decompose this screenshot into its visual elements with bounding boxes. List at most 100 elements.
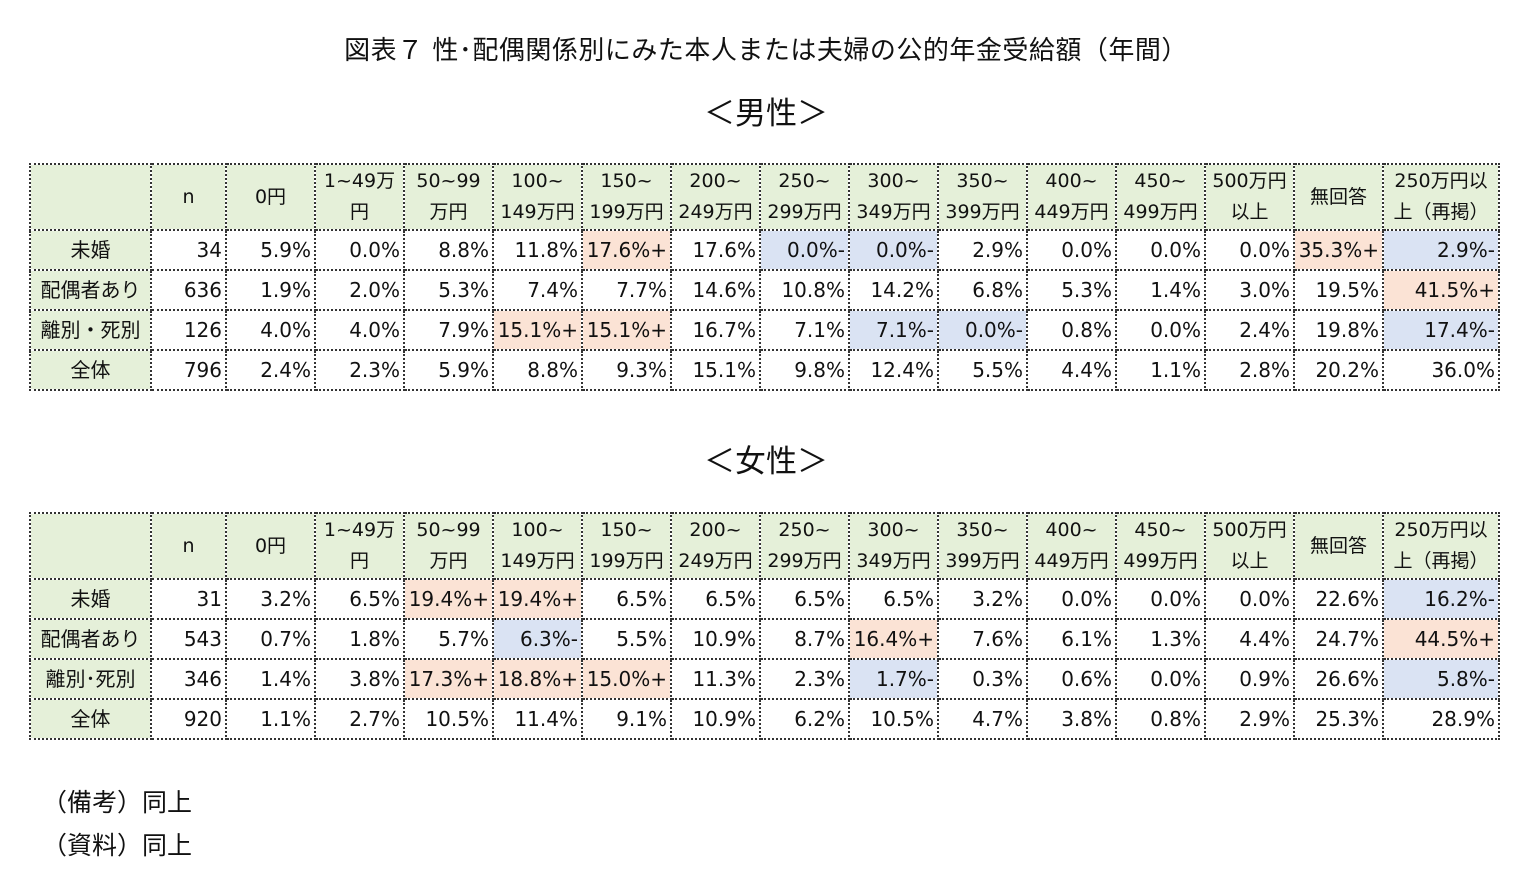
column-header-line: 500万円 xyxy=(1212,170,1287,192)
column-header: 250~ 299万円 xyxy=(759,163,850,231)
table-cell: 31 xyxy=(150,578,227,620)
table-row: 全体 920 1.1% 2.7% 10.5% 11.4% 9.1% 10.9% 6.2% 10.5… xyxy=(29,698,1500,740)
column-header: 250万円以 上（再掲） xyxy=(1382,512,1500,580)
table-cell: 2.3% xyxy=(759,658,850,700)
table-cell: 0.0% xyxy=(1026,229,1117,271)
table-cell: 14.2% xyxy=(848,269,939,311)
column-header-line: n xyxy=(182,185,195,208)
table-cell: 24.7% xyxy=(1293,618,1384,660)
table-cell: 0.9% xyxy=(1204,658,1295,700)
table-row: 未婚 34 5.9% 0.0% 8.8% 11.8% 17.6%+ 17.6% 0.0%- 0.0… xyxy=(29,229,1500,271)
table-cell: 5.3% xyxy=(403,269,494,311)
column-header: 450~ 499万円 xyxy=(1115,163,1206,231)
table-cell: 36.0% xyxy=(1382,349,1500,391)
table-cell: 4.0% xyxy=(225,309,316,351)
table-cell: 17.6% xyxy=(670,229,761,271)
column-header-line: 0円 xyxy=(254,534,287,557)
table-row: 未婚 31 3.2% 6.5% 19.4%+ 19.4%+ 6.5% 6.5% 6.5% 6.5%… xyxy=(29,578,1500,620)
table-body: 未婚 31 3.2% 6.5% 19.4%+ 19.4%+ 6.5% 6.5% 6.5% 6.5%… xyxy=(29,578,1500,740)
column-header: 200~ 249万円 xyxy=(670,512,761,580)
table-cell: 0.0% xyxy=(1204,229,1295,271)
column-header-line: 300~ xyxy=(867,519,920,541)
table-cell: 7.6% xyxy=(937,618,1028,660)
table-cell: 10.8% xyxy=(759,269,850,311)
row-label: 配偶者あり xyxy=(29,618,152,660)
column-header-line: 100~ xyxy=(511,170,564,192)
row-label: 離別・死別 xyxy=(29,309,152,351)
table-cell: 19.4%+ xyxy=(403,578,494,620)
table-cell: 0.0% xyxy=(1115,309,1206,351)
column-header-line: 349万円 xyxy=(856,201,931,223)
row-label: 未婚 xyxy=(29,578,152,620)
table-cell: 9.8% xyxy=(759,349,850,391)
table-cell: 1.3% xyxy=(1115,618,1206,660)
column-header-line: 400~ xyxy=(1045,519,1098,541)
table-cell: 16.2%- xyxy=(1382,578,1500,620)
column-header: 0円 xyxy=(225,512,316,580)
column-header-line: 150~ xyxy=(600,170,653,192)
column-header: 50~99 万円 xyxy=(403,512,494,580)
table-cell: 16.7% xyxy=(670,309,761,351)
column-header-line: 350~ xyxy=(956,519,1009,541)
column-header-line: 上（再掲） xyxy=(1393,550,1489,572)
table-cell: 636 xyxy=(150,269,227,311)
column-header-line: 円 xyxy=(349,550,369,572)
table-cell: 20.2% xyxy=(1293,349,1384,391)
column-header: 250万円以 上（再掲） xyxy=(1382,163,1500,231)
table-cell: 16.4%+ xyxy=(848,618,939,660)
column-header-line: 499万円 xyxy=(1123,201,1198,223)
table-cell: 0.0%- xyxy=(848,229,939,271)
table-cell: 543 xyxy=(150,618,227,660)
column-header-line: 149万円 xyxy=(500,550,575,572)
table-cell: 11.3% xyxy=(670,658,761,700)
table-cell: 26.6% xyxy=(1293,658,1384,700)
table-cell: 796 xyxy=(150,349,227,391)
table-cell: 7.9% xyxy=(403,309,494,351)
table-cell: 7.1%- xyxy=(848,309,939,351)
table-cell: 10.9% xyxy=(670,618,761,660)
column-header-line: 無回答 xyxy=(1309,185,1367,208)
table-cell: 4.4% xyxy=(1026,349,1117,391)
table-cell: 14.6% xyxy=(670,269,761,311)
column-header: 350~ 399万円 xyxy=(937,163,1028,231)
column-header-line: 300~ xyxy=(867,170,920,192)
column-header-line: 万円 xyxy=(429,201,468,223)
table-cell: 17.6%+ xyxy=(581,229,672,271)
table-cell: 25.3% xyxy=(1293,698,1384,740)
column-header: 450~ 499万円 xyxy=(1115,512,1206,580)
table-cell: 1.1% xyxy=(225,698,316,740)
header-row: n 0円 1~49万円 50~99 万円 100~ 149万円 150~ 199万円 200~ 24… xyxy=(29,512,1500,580)
table-cell: 22.6% xyxy=(1293,578,1384,620)
column-header-line: 299万円 xyxy=(767,550,842,572)
column-header: 1~49万円 xyxy=(314,512,405,580)
table-cell: 0.0% xyxy=(314,229,405,271)
column-header-line: 299万円 xyxy=(767,201,842,223)
column-header: 250~ 299万円 xyxy=(759,512,850,580)
column-header: 200~ 249万円 xyxy=(670,163,761,231)
column-header-line: 349万円 xyxy=(856,550,931,572)
row-label: 全体 xyxy=(29,349,152,391)
table-cell: 6.5% xyxy=(848,578,939,620)
table-cell: 1.1% xyxy=(1115,349,1206,391)
table-cell: 7.4% xyxy=(492,269,583,311)
table-cell: 6.5% xyxy=(759,578,850,620)
column-header: 400~ 449万円 xyxy=(1026,163,1117,231)
column-header-line: 以上 xyxy=(1230,550,1269,572)
table-cell: 0.0%- xyxy=(937,309,1028,351)
table-cell: 2.9%- xyxy=(1382,229,1500,271)
column-header-line: 250万円以 xyxy=(1394,170,1488,192)
column-header: 100~ 149万円 xyxy=(492,163,583,231)
table-cell: 3.8% xyxy=(1026,698,1117,740)
column-header: 150~ 199万円 xyxy=(581,512,672,580)
table-cell: 19.5% xyxy=(1293,269,1384,311)
table-cell: 5.3% xyxy=(1026,269,1117,311)
table-row: 離別･死別 346 1.4% 3.8% 17.3%+ 18.8%+ 15.0%+ 11.3% 2… xyxy=(29,658,1500,700)
column-header-line: 万円 xyxy=(429,550,468,572)
row-label: 離別･死別 xyxy=(29,658,152,700)
column-header-line: 100~ xyxy=(511,519,564,541)
table-cell: 17.3%+ xyxy=(403,658,494,700)
column-header: n xyxy=(150,163,227,231)
table-cell: 2.4% xyxy=(1204,309,1295,351)
column-header-line: 250万円以 xyxy=(1394,519,1488,541)
table-cell: 0.8% xyxy=(1026,309,1117,351)
